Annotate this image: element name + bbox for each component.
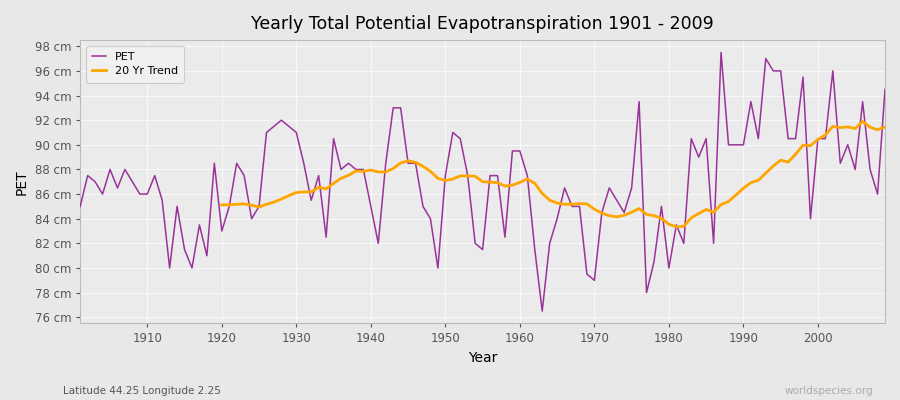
- 20 Yr Trend: [216, 202, 227, 207]
- PET: [134, 192, 145, 196]
- 20 Yr Trend: [775, 158, 786, 163]
- Legend: PET, 20 Yr Trend: PET, 20 Yr Trend: [86, 46, 184, 82]
- Line: 20 Yr Trend: 20 Yr Trend: [221, 122, 885, 227]
- PET: [75, 204, 86, 209]
- 20 Yr Trend: [418, 164, 428, 169]
- 20 Yr Trend: [306, 190, 317, 194]
- Line: PET: PET: [80, 52, 885, 311]
- 20 Yr Trend: [790, 152, 801, 157]
- Text: worldspecies.org: worldspecies.org: [785, 386, 873, 396]
- Title: Yearly Total Potential Evapotranspiration 1901 - 2009: Yearly Total Potential Evapotranspiratio…: [251, 15, 714, 33]
- X-axis label: Year: Year: [468, 351, 498, 365]
- PET: [879, 87, 890, 92]
- 20 Yr Trend: [671, 224, 682, 229]
- PET: [515, 148, 526, 153]
- PET: [299, 161, 310, 166]
- PET: [507, 148, 517, 153]
- 20 Yr Trend: [857, 119, 868, 124]
- 20 Yr Trend: [879, 124, 890, 129]
- PET: [611, 198, 622, 203]
- Text: Latitude 44.25 Longitude 2.25: Latitude 44.25 Longitude 2.25: [63, 386, 220, 396]
- PET: [343, 161, 354, 166]
- 20 Yr Trend: [686, 215, 697, 220]
- PET: [716, 50, 726, 55]
- Y-axis label: PET: PET: [15, 169, 29, 194]
- PET: [536, 309, 547, 314]
- 20 Yr Trend: [865, 125, 876, 130]
